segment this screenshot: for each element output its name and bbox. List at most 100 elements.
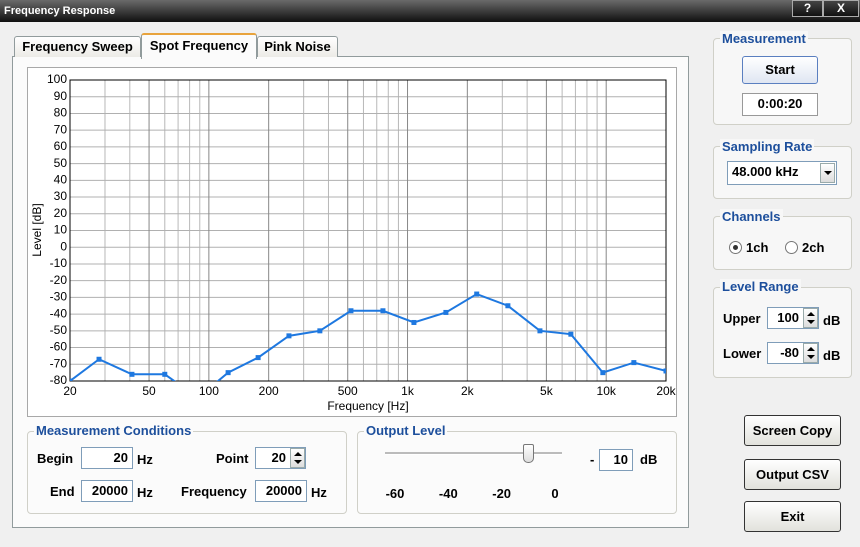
x-tick-label: 50	[142, 384, 156, 398]
y-tick-label: -40	[50, 306, 68, 320]
data-point	[96, 356, 102, 362]
x-tick-label: 20	[63, 384, 77, 398]
output-level-input[interactable]: 10	[599, 449, 633, 471]
scale-label: -40	[438, 486, 458, 501]
unit: Hz	[137, 485, 153, 500]
spinner[interactable]	[290, 448, 305, 468]
level-range-group	[713, 287, 852, 378]
data-point	[411, 319, 417, 325]
slider-thumb[interactable]	[523, 444, 535, 463]
data-point	[129, 371, 135, 377]
group-title: Level Range	[720, 279, 801, 295]
screen-copy-button[interactable]: Screen Copy	[744, 415, 841, 446]
data-point	[380, 308, 386, 314]
radio-label[interactable]: 2ch	[802, 240, 825, 255]
data-line	[70, 292, 666, 381]
sign: -	[590, 452, 595, 467]
y-tick-label: 0	[60, 239, 67, 253]
radio-button[interactable]	[785, 241, 798, 254]
y-tick-label: -10	[50, 256, 68, 270]
label: Upper	[723, 311, 761, 326]
plot-series	[70, 291, 666, 381]
data-point	[474, 291, 480, 297]
data-point	[631, 360, 637, 366]
group-title: Channels	[720, 209, 783, 225]
data-point	[225, 370, 231, 376]
data-point	[286, 333, 292, 339]
unit: Hz	[311, 485, 327, 500]
title-bar: Frequency Response ? X	[0, 0, 860, 22]
y-tick-label: 90	[54, 89, 68, 103]
x-axis-label: Frequency [Hz]	[327, 399, 408, 413]
scale-label: -20	[492, 486, 512, 501]
dropdown-button[interactable]	[820, 163, 835, 183]
y-tick-label: 20	[54, 206, 68, 220]
label: Lower	[723, 346, 762, 361]
slider-track	[385, 452, 562, 455]
group-title: Sampling Rate	[720, 139, 815, 155]
frequency-input[interactable]: 20000	[255, 480, 307, 502]
sampling-rate-select[interactable]: 48.000 kHz	[727, 161, 837, 185]
y-tick-label: 10	[54, 223, 68, 237]
data-point	[443, 309, 449, 315]
data-point	[568, 331, 574, 337]
x-tick-label: 10k	[597, 384, 617, 398]
unit: dB	[823, 348, 841, 363]
tab[interactable]: Spot Frequency	[141, 33, 257, 59]
y-tick-label: 80	[54, 106, 68, 120]
y-tick-label: -80	[50, 373, 68, 387]
y-tick-label: -30	[50, 290, 68, 304]
radio-button[interactable]	[729, 241, 742, 254]
group-title: Measurement	[720, 31, 808, 47]
tab[interactable]: Frequency Sweep	[14, 36, 141, 57]
y-tick-label: -20	[50, 273, 68, 287]
y-tick-label: 100	[47, 72, 67, 86]
window-title: Frequency Response	[4, 5, 116, 17]
x-tick-label: 500	[338, 384, 358, 398]
chart: Frequency [Hz] Level [dB] -80 -70 -60 -50 -4…	[27, 67, 677, 417]
begin-input[interactable]: 20	[81, 447, 133, 469]
plot-frame	[69, 79, 667, 382]
x-tick-label: 2k	[461, 384, 475, 398]
group-title: Measurement Conditions	[34, 423, 194, 439]
spinner[interactable]	[803, 308, 818, 328]
output-csv-button[interactable]: Output CSV	[744, 459, 841, 490]
unit: dB	[823, 313, 841, 328]
y-tick-label: 30	[54, 189, 68, 203]
y-tick-label: -60	[50, 340, 68, 354]
label: Point	[216, 451, 249, 466]
data-point	[317, 328, 323, 334]
y-tick-label: 50	[54, 156, 68, 170]
close-button[interactable]: X	[823, 0, 859, 17]
scale-label: -60	[385, 486, 405, 501]
data-point	[70, 378, 73, 381]
x-tick-label: 5k	[540, 384, 554, 398]
y-tick-label: 40	[54, 173, 68, 187]
unit: dB	[640, 452, 658, 467]
x-tick-label: 1k	[401, 384, 415, 398]
label: Frequency	[181, 484, 247, 499]
radio-label[interactable]: 1ch	[746, 240, 769, 255]
y-tick-label: 60	[54, 139, 68, 153]
data-point	[537, 328, 543, 334]
unit: Hz	[137, 452, 153, 467]
start-button[interactable]: Start	[742, 56, 818, 84]
data-point	[255, 355, 261, 361]
group-title: Output Level	[364, 423, 448, 439]
label: End	[50, 484, 75, 499]
exit-button[interactable]: Exit	[744, 501, 841, 532]
label: Begin	[37, 451, 74, 466]
spinner[interactable]	[803, 343, 818, 363]
data-point	[600, 370, 606, 376]
data-point	[663, 368, 666, 374]
y-axis-label: Level [dB]	[30, 203, 44, 256]
x-tick-label: 20k	[656, 384, 676, 398]
x-tick-label: 100	[199, 384, 219, 398]
data-point	[162, 371, 168, 377]
end-input[interactable]: 20000	[81, 480, 133, 502]
help-button[interactable]: ?	[792, 0, 823, 17]
tab[interactable]: Pink Noise	[257, 36, 338, 57]
elapsed-time: 0:00:20	[742, 93, 818, 116]
scale-label: 0	[551, 486, 559, 501]
